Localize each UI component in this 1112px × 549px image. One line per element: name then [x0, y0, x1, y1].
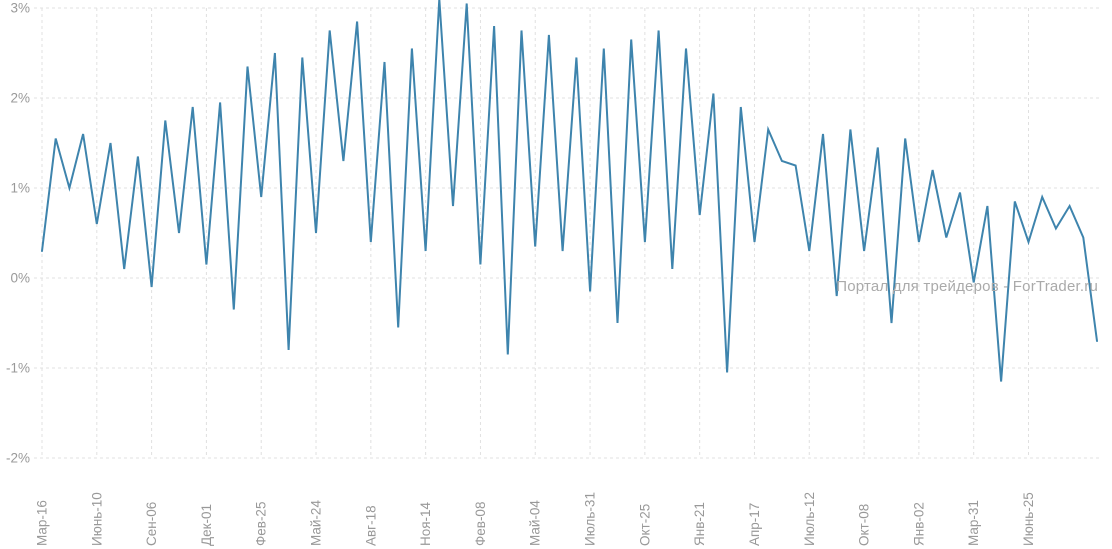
- x-axis-tick-label: Июнь-25: [1021, 492, 1036, 546]
- y-axis-tick-label: -2%: [6, 451, 30, 466]
- x-axis-tick-label: Май-24: [309, 500, 324, 546]
- x-axis-tick-label: Дек-01: [199, 504, 214, 546]
- price-change-series-line: [41, 0, 1098, 382]
- x-axis-tick-label: Мар-16: [35, 500, 50, 546]
- x-axis-tick-label: Сен-06: [144, 502, 159, 546]
- x-axis-tick-label: Окт-08: [857, 504, 872, 546]
- x-axis-tick-label: Окт-25: [637, 504, 652, 546]
- x-axis-tick-label: Мар-31: [966, 500, 981, 546]
- x-axis-tick-label: Июль-12: [802, 492, 817, 546]
- x-axis-tick-label: Июль-31: [583, 492, 598, 546]
- y-axis-tick-label: 1%: [10, 181, 30, 196]
- x-axis-tick-label: Апр-17: [747, 503, 762, 546]
- x-axis-tick-label: Июнь-10: [89, 492, 104, 546]
- x-axis-tick-label: Ноя-14: [418, 501, 433, 546]
- y-axis-tick-label: 2%: [10, 91, 30, 106]
- y-axis-tick-label: 0%: [10, 271, 30, 286]
- y-axis-tick-label: -1%: [6, 361, 30, 376]
- x-axis-tick-label: Май-04: [528, 500, 543, 546]
- x-axis-tick-label: Фев-25: [254, 502, 269, 546]
- x-axis-tick-label: Авг-18: [363, 505, 378, 546]
- x-axis-tick-label: Фев-08: [473, 502, 488, 546]
- y-axis-tick-label: 3%: [10, 1, 30, 16]
- x-axis-tick-label: Янв-02: [911, 502, 926, 546]
- x-axis-tick-label: Янв-21: [692, 502, 707, 546]
